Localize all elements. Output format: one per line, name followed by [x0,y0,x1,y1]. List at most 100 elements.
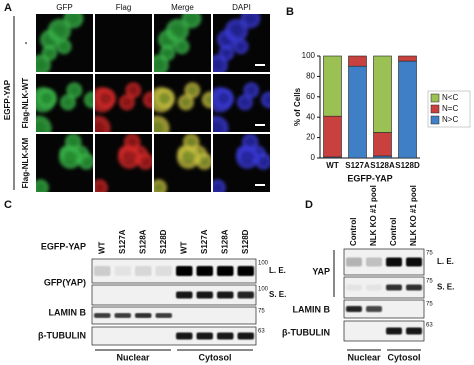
blot-bg [343,320,425,342]
micrograph [154,74,211,132]
nucleus [64,150,77,164]
lane-label: S128D [159,229,168,254]
nucleus [87,95,93,105]
nucleus [205,95,211,105]
micrograph [95,74,152,132]
nucleus [95,183,105,192]
nucleus [36,59,47,71]
nucleus [186,137,196,147]
cells [95,134,152,192]
nucleus [41,92,53,104]
blot-bg [91,284,257,306]
micrograph [213,134,270,192]
panel-letter: A [4,2,12,14]
nucleus [213,183,223,192]
nucleus [229,24,243,37]
micrograph [213,14,270,72]
band [196,266,213,276]
cells [213,14,261,72]
scale-bar [255,184,265,186]
marker: 100 [258,287,269,293]
column-label: DAPI [232,3,251,12]
fraction-label: Cytosol [387,352,420,362]
legend-swatch [430,115,440,125]
nucleus [59,42,69,51]
nucleus [185,14,197,24]
row-label: β-TUBULIN [282,327,330,337]
lane-label: S128D [241,229,250,254]
fraction-label: Nuclear [116,352,150,362]
nucleus [100,92,112,104]
row-label: YAP [312,266,330,276]
band [155,266,172,276]
bar-segment [373,132,392,157]
band [155,313,172,318]
marker: 75 [258,309,265,315]
blot [91,284,257,306]
legend-label: N>C [442,115,458,124]
nucleus [236,42,246,51]
nucleus [68,137,78,147]
band [386,257,402,267]
blot [91,306,257,325]
lane-label: Control [389,218,398,246]
panel-letter: D [305,199,313,211]
band [217,332,234,340]
blot-bg [91,306,257,325]
scale-bar [255,64,265,66]
row-label: Flag-NLK-WT [21,78,30,129]
y-tick-label: 40 [306,112,315,121]
y-axis-label: % of Cells [293,87,302,126]
nucleus [218,92,230,104]
nucleus [146,95,152,105]
bar-segment [348,55,367,67]
band [406,327,422,335]
nucleus [36,183,46,192]
blot [343,320,425,342]
y-tick-label: 0 [311,153,316,162]
nucleus [163,48,172,58]
x-tick-label: S127A [345,161,370,170]
legend-swatch [430,93,440,103]
band [346,284,362,291]
nucleus [159,92,171,104]
nucleus [123,150,136,164]
row-label: LAMIN B [49,307,87,317]
blot [343,299,425,319]
bar-segment [348,65,367,159]
marker: 75 [426,279,433,285]
y-tick-label: 80 [306,72,315,81]
nucleus [264,95,270,105]
legend-box [427,90,471,128]
micrograph [36,74,93,132]
x-tick-label: S128A [370,161,395,170]
panel-letter: B [286,6,294,18]
micrograph [95,134,152,192]
marker: 63 [426,323,433,329]
micrograph [213,74,270,132]
bar-segment [398,55,417,62]
lane-label: S128A [138,229,147,254]
micrograph [154,14,211,72]
band [386,327,402,335]
nucleus [67,14,79,24]
band [94,313,111,318]
column-label: Flag [116,3,132,12]
band [114,266,131,276]
nucleus [45,48,54,58]
band [366,257,382,267]
marker: 75 [426,302,433,308]
band [135,266,152,276]
blot [91,258,257,284]
bar-segment [323,55,342,117]
band [114,313,131,318]
row-label: - [21,41,30,44]
micrograph [36,14,93,72]
cells [36,134,93,192]
bar-segment [323,115,342,158]
y-tick-label: 20 [306,133,315,142]
nucleus [213,59,224,71]
bar-segment [373,55,392,133]
column-label: Merge [171,3,194,12]
row-label: β-TUBULIN [38,330,86,340]
